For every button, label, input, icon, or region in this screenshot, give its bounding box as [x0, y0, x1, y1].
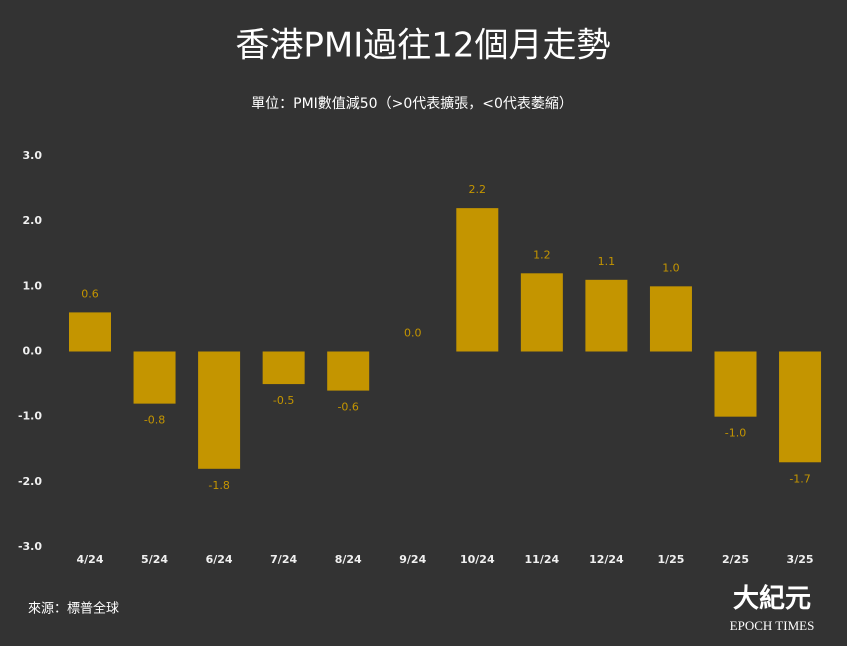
y-tick-label: 2.0 — [23, 214, 43, 227]
chart-subtitle: 單位：PMI數值減50（>0代表擴張，<0代表萎縮） — [251, 95, 573, 112]
value-label: 1.2 — [533, 248, 551, 261]
x-tick-label: 10/24 — [460, 553, 495, 566]
value-label: 2.2 — [469, 183, 487, 196]
value-label: -0.6 — [337, 401, 358, 414]
bar — [198, 351, 241, 469]
value-label: 0.6 — [81, 287, 99, 300]
bar — [649, 286, 692, 352]
value-label: 0.0 — [404, 327, 422, 340]
x-tick-label: 8/24 — [335, 553, 362, 566]
x-tick-label: 2/25 — [722, 553, 749, 566]
bar — [520, 273, 563, 352]
bar — [327, 351, 370, 391]
value-label: -0.8 — [144, 414, 165, 427]
x-tick-label: 3/25 — [787, 553, 814, 566]
y-tick-label: 3.0 — [23, 149, 43, 162]
y-tick-label: 0.0 — [23, 345, 43, 358]
bar — [714, 351, 757, 417]
value-label: 1.0 — [662, 261, 680, 274]
source: 來源：標普全球 — [28, 601, 119, 617]
x-tick-label: 12/24 — [589, 553, 624, 566]
bar — [133, 351, 176, 404]
value-label: -1.7 — [789, 472, 810, 485]
bar — [262, 351, 305, 385]
value-label: -0.5 — [273, 394, 294, 407]
chart-title: 香港PMI過往12個月走勢 — [235, 26, 610, 66]
x-tick-label: 11/24 — [525, 553, 560, 566]
y-tick-label: 1.0 — [23, 279, 43, 292]
x-tick-label: 9/24 — [399, 553, 426, 566]
y-tick-label: -2.0 — [18, 475, 42, 488]
value-label: -1.8 — [208, 479, 229, 492]
value-label: -1.0 — [725, 427, 746, 440]
logo-tagline: EPOCH TIMES — [730, 618, 815, 633]
bar — [456, 208, 499, 352]
x-tick-label: 1/25 — [657, 553, 684, 566]
x-tick-label: 5/24 — [141, 553, 168, 566]
y-tick-label: -1.0 — [18, 410, 42, 423]
y-tick-label: -3.0 — [18, 540, 42, 553]
logo-name: 大紀元 — [733, 583, 811, 614]
value-label: 1.1 — [598, 255, 616, 268]
x-tick-label: 6/24 — [206, 553, 233, 566]
bar — [779, 351, 822, 463]
bar — [585, 279, 628, 352]
x-tick-label: 4/24 — [77, 553, 104, 566]
bar — [69, 312, 111, 352]
x-tick-label: 7/24 — [270, 553, 297, 566]
